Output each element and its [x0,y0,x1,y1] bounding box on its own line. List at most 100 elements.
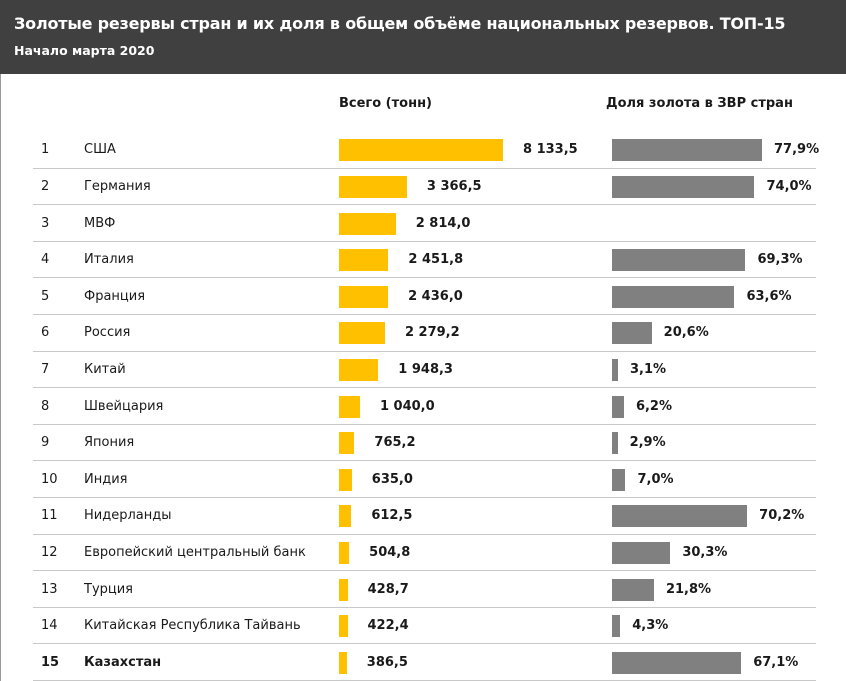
share-value-label: 6,2% [635,398,672,414]
category-label: США [84,142,116,158]
rank-label: 9 [41,435,50,451]
share-bar [612,505,748,528]
gold-value-label: 1 040,0 [379,398,435,414]
share-bar [612,175,755,198]
row-separator [33,387,816,389]
gold-value-label: 635,0 [371,471,413,487]
share-value-label: 3,1% [629,361,667,377]
share-bar [612,615,621,638]
gold-bar [339,395,360,418]
gold-value-label: 1 948,3 [398,361,453,377]
rank-label: 4 [41,252,50,268]
gold-bar [339,175,407,198]
rank-label: 8 [41,398,50,414]
frame-left-edge [0,74,1,681]
share-bar [612,468,626,491]
category-label: Казахстан [84,654,162,670]
column-header-share: Доля золота в ЗВР стран [606,96,793,111]
share-value-label: 67,1% [753,654,799,670]
category-label: Европейский центральный банк [84,544,306,560]
share-value-label: 69,3% [757,252,803,268]
category-label: Италия [84,252,134,268]
row-separator [33,240,816,242]
row-separator [33,423,816,425]
gold-bar [339,322,385,345]
rank-label: 12 [41,544,58,560]
row-separator [33,167,816,169]
gold-value-label: 2 279,2 [404,325,460,341]
row-separator [33,570,816,572]
rank-label: 15 [41,654,60,670]
share-bar [612,285,735,308]
rank-label: 14 [41,618,58,634]
category-label: Китайская Республика Тайвань [84,618,301,634]
column-header-total: Всего (тонн) [339,96,432,111]
share-value-label: 63,6% [746,288,792,304]
gold-value-label: 8 133,5 [523,142,578,158]
gold-bar [339,468,352,491]
gold-bar [339,541,350,564]
share-value-label: 4,3% [632,618,669,634]
share-value-label: 70,2% [759,508,805,524]
row-separator [33,350,816,352]
row-separator [33,533,816,535]
gold-value-label: 612,5 [371,508,413,524]
row-separator [33,204,816,206]
category-label: Германия [84,178,151,194]
share-bar [612,541,671,564]
gold-value-label: 3 366,5 [426,178,482,194]
category-label: Россия [84,325,131,341]
category-label: Турция [84,581,134,597]
share-value-label: 2,9% [629,435,666,451]
gold-bar [339,358,379,381]
share-value-label: 30,3% [682,544,728,560]
gold-bar [339,432,355,455]
row-separator [33,497,816,498]
share-bar [612,249,746,272]
share-bar [612,322,652,345]
rank-label: 3 [41,215,50,231]
share-value-label: 74,0% [766,178,812,194]
row-separator [33,643,816,645]
category-label: Нидерланды [84,508,172,524]
category-label: Китай [84,361,126,377]
category-label: МВФ [84,215,116,231]
category-label: Франция [84,288,146,304]
share-value-label: 77,9% [774,142,820,158]
share-bar [612,578,654,601]
share-bar [612,395,624,418]
rank-label: 2 [41,178,50,194]
share-value-label: 21,8% [665,581,712,597]
rank-label: 6 [41,325,50,341]
gold-bar [339,615,348,638]
chart-header: Золотые резервы стран и их доля в общем … [0,0,846,74]
gold-value-label: 428,7 [367,581,409,597]
gold-bar [339,578,348,601]
share-bar [612,358,618,381]
gold-value-label: 2 451,8 [408,252,464,268]
row-separator [33,606,816,608]
rank-label: 1 [41,142,50,158]
gold-value-label: 2 814,0 [415,215,471,231]
chart-title: Золотые резервы стран и их доля в общем … [14,14,786,33]
gold-bar [339,212,396,235]
category-label: Япония [84,435,135,451]
share-bar [612,139,762,162]
category-label: Швейцария [84,398,164,414]
category-label: Индия [84,471,128,487]
gold-bar [339,651,347,674]
gold-bar [339,505,352,528]
gold-value-label: 765,2 [374,435,416,451]
share-value-label: 7,0% [637,471,674,487]
rank-label: 10 [41,471,58,487]
gold-value-label: 422,4 [367,618,409,634]
gold-bar [339,249,389,272]
row-separator [33,460,816,462]
row-separator [33,314,816,315]
gold-bar [339,285,389,308]
row-separator [33,277,816,279]
share-bar [612,432,618,455]
gold-bar [339,139,503,162]
share-bar [612,651,742,674]
rank-label: 7 [41,361,50,377]
